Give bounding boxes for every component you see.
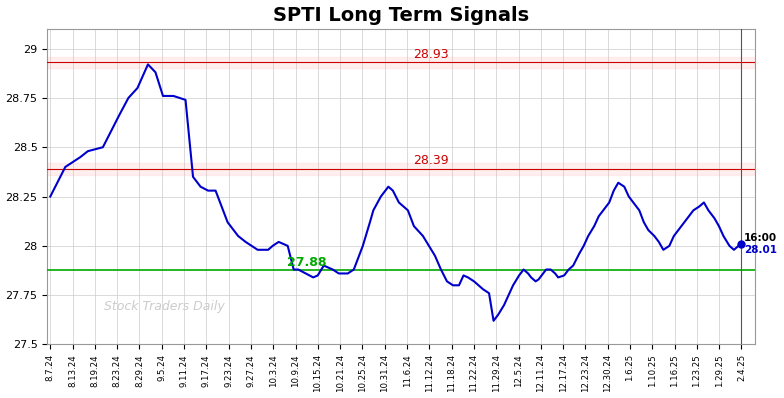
- Text: Stock Traders Daily: Stock Traders Daily: [104, 300, 225, 313]
- Title: SPTI Long Term Signals: SPTI Long Term Signals: [273, 6, 529, 25]
- Text: 28.01: 28.01: [744, 245, 777, 255]
- Text: 28.93: 28.93: [413, 48, 449, 61]
- Bar: [47, 163, 755, 175]
- Text: 28.39: 28.39: [413, 154, 449, 167]
- Text: 16:00: 16:00: [744, 233, 777, 243]
- Text: 27.88: 27.88: [287, 256, 326, 269]
- Bar: [47, 57, 755, 68]
